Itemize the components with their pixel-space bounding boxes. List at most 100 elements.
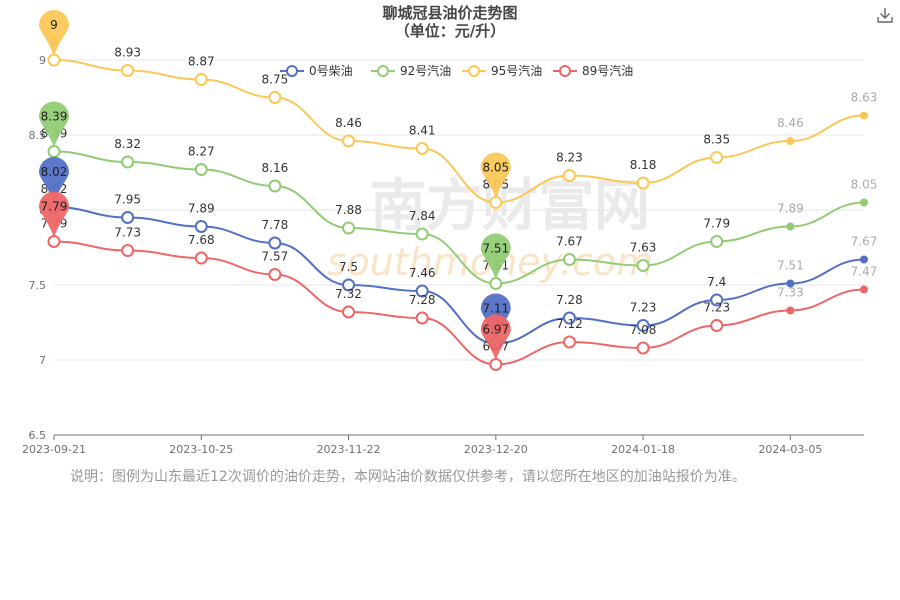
data-point — [194, 251, 208, 265]
max-pin: 7.79 — [39, 191, 69, 238]
data-point — [562, 253, 576, 266]
legend-label: 92号汽油 — [400, 63, 451, 78]
x-tick-label: 2023-12-20 — [464, 443, 528, 456]
x-tick-label: 2023-10-25 — [169, 443, 233, 456]
legend-item-3[interactable]: 95号汽油 — [462, 63, 542, 78]
data-point — [860, 111, 868, 120]
y-tick-label: 6.5 — [29, 429, 47, 442]
max-pin-label: 9 — [50, 18, 58, 32]
pin-shape — [480, 233, 511, 280]
y-tick-label: 7.5 — [29, 279, 47, 292]
data-label: 8.05 — [851, 178, 878, 192]
data-point — [342, 134, 356, 148]
data-label: 7.68 — [188, 233, 215, 247]
data-label: 7.32 — [335, 287, 362, 301]
data-point — [415, 311, 429, 325]
data-point — [562, 335, 576, 349]
data-label: 8.87 — [188, 55, 215, 69]
series-4 — [47, 235, 868, 371]
data-point — [489, 277, 503, 290]
data-point — [268, 91, 282, 104]
data-point — [710, 235, 724, 248]
download-icon[interactable] — [876, 6, 894, 24]
data-label: 7.28 — [409, 293, 436, 307]
data-label: 8.32 — [114, 137, 141, 151]
legend-label: 0号柴油 — [309, 64, 353, 78]
data-label: 7.89 — [777, 202, 804, 216]
data-label: 7.4 — [707, 275, 726, 289]
data-point — [121, 155, 135, 169]
data-label: 8.18 — [630, 158, 657, 172]
data-label: 7.67 — [556, 235, 583, 249]
data-point — [636, 259, 650, 272]
data-label: 7.51 — [777, 259, 804, 273]
data-point — [47, 53, 61, 67]
series-3 — [47, 53, 868, 209]
data-point — [636, 341, 650, 355]
legend-item-4[interactable]: 89号汽油 — [553, 63, 633, 78]
data-label: 7.23 — [703, 301, 730, 315]
data-point — [710, 293, 724, 307]
legend: 0号柴油 92号汽油 95号汽油 89号汽油 — [280, 63, 633, 78]
min-pin-label: 6.97 — [482, 323, 509, 337]
pin-shape — [39, 157, 69, 203]
max-pin-label: 8.39 — [41, 110, 68, 124]
data-point — [194, 163, 208, 176]
legend-marker — [286, 65, 298, 77]
max-pin-label: 7.79 — [41, 200, 68, 214]
x-tick-label: 2024-03-05 — [758, 443, 822, 456]
data-point — [786, 279, 795, 288]
min-pin-label: 7.11 — [482, 302, 509, 316]
x-tick-label: 2024-01-18 — [611, 443, 675, 456]
data-point — [860, 285, 868, 294]
data-label: 8.46 — [777, 116, 804, 130]
data-label: 7.84 — [409, 209, 436, 223]
data-point — [415, 142, 429, 155]
data-point — [342, 305, 356, 319]
data-point — [121, 211, 135, 224]
data-label: 8.75 — [262, 73, 289, 87]
series-2 — [47, 145, 868, 290]
pin-shape — [39, 101, 69, 148]
data-label: 7.5 — [339, 260, 358, 274]
data-point — [415, 227, 429, 241]
data-label: 7.89 — [188, 202, 215, 216]
data-label: 7.88 — [335, 203, 362, 217]
data-label: 7.78 — [262, 218, 289, 232]
data-label: 8.63 — [851, 91, 878, 105]
legend-marker — [559, 65, 571, 77]
grid — [54, 59, 864, 361]
min-pin: 7.51 — [480, 233, 511, 280]
data-point — [342, 278, 356, 292]
data-label: 7.08 — [630, 323, 657, 337]
min-pin: 6.97 — [480, 314, 511, 361]
data-point — [194, 73, 208, 86]
min-pin: 8.05 — [480, 152, 511, 199]
data-label: 7.46 — [409, 266, 436, 280]
data-point — [786, 306, 795, 315]
legend-item-1[interactable]: 0号柴油 — [280, 64, 353, 78]
data-label: 7.73 — [114, 226, 141, 240]
data-label: 7.23 — [630, 301, 657, 315]
extrema-pins: 8.02 7.11 8.39 7.51 9 8.05 7.79 6.97 — [39, 10, 511, 361]
data-point — [489, 196, 503, 209]
data-point — [710, 151, 724, 164]
data-point — [268, 268, 282, 281]
series — [47, 53, 868, 371]
data-point — [710, 319, 724, 332]
data-point — [562, 311, 576, 325]
min-pin-label: 7.51 — [482, 242, 509, 256]
legend-label: 89号汽油 — [582, 63, 633, 78]
legend-label: 95号汽油 — [491, 63, 542, 78]
data-label: 8.41 — [409, 124, 436, 138]
max-pin: 8.02 — [39, 157, 69, 203]
data-label: 7.63 — [630, 241, 657, 255]
max-pin-label: 8.02 — [41, 165, 68, 179]
chart-note: 说明：图例为山东最近12次调价的油价走势，本网站油价数据仅供参考，请以您所在地区… — [70, 469, 746, 485]
data-point — [47, 145, 61, 158]
data-label: 7.47 — [851, 265, 878, 279]
legend-item-2[interactable]: 92号汽油 — [371, 63, 451, 78]
data-point — [636, 319, 650, 332]
data-label: 7.67 — [851, 235, 878, 249]
pin-shape — [39, 191, 69, 238]
